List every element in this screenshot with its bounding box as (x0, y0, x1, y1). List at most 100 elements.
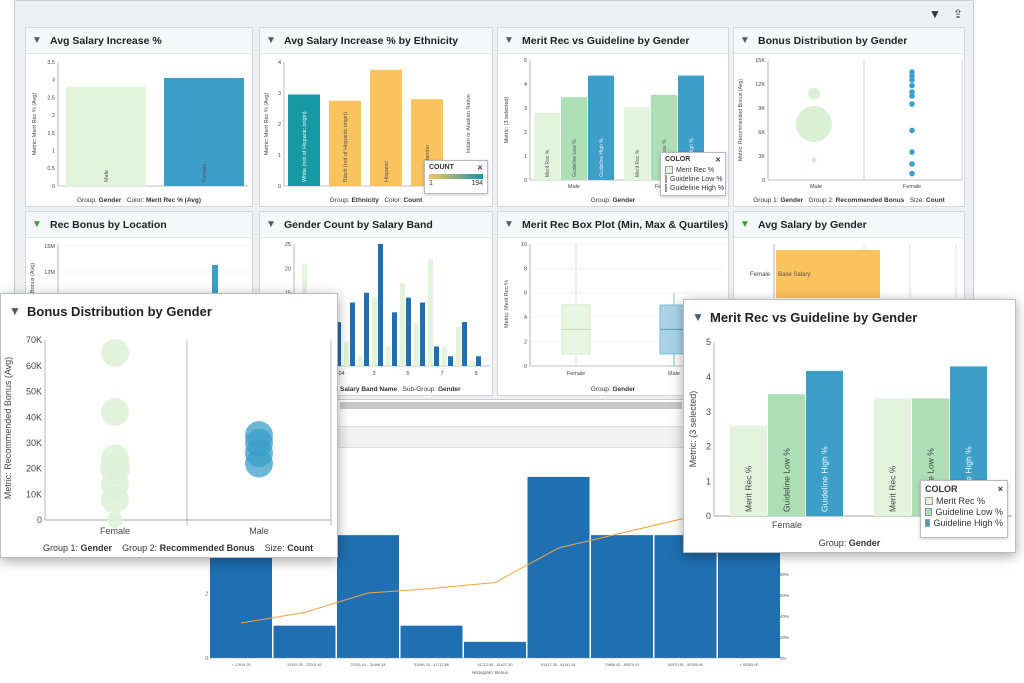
pareto-line (240, 502, 750, 624)
filter-icon[interactable]: ▼ (504, 35, 514, 46)
filter-info-icon[interactable]: ▼ (32, 219, 42, 230)
bar (212, 265, 218, 315)
y-tick-label: 1 (278, 153, 281, 159)
y-tick-label: 3 (278, 91, 281, 97)
legend-item[interactable]: Merit Rec % (665, 166, 721, 174)
legend-item[interactable]: Guideline Low % (925, 507, 1003, 517)
bubble (909, 127, 915, 134)
chart-footer: Group: Gender Color: Merit Rec % (Avg) (76, 197, 202, 204)
bar (442, 346, 447, 366)
count-gradient (429, 174, 483, 179)
y-tick-label: 6K (758, 130, 765, 136)
x-tick-label: Male (668, 371, 680, 377)
y-tick-label: 3 (52, 78, 55, 84)
count-legend[interactable]: COUNT ✕ 1 194 (424, 160, 488, 194)
bar (370, 69, 402, 186)
panel-title: ▼ Bonus Distribution by Gender (734, 28, 964, 54)
y-tick-label: 9K (758, 106, 765, 112)
bar-label: Male (104, 170, 110, 182)
bar-label: Guideline Low % (572, 139, 578, 177)
y-tick-label: 0 (37, 515, 42, 525)
bubble (796, 106, 832, 142)
chart-area: Female Base Salary (734, 238, 964, 395)
bar (718, 535, 780, 658)
popup-bonus-distribution[interactable]: ▼ Bonus Distribution by Gender 0 10K 20K 30K… (0, 293, 338, 558)
bar-label: Guideline Low % (926, 448, 936, 512)
legend-item[interactable]: Guideline High % (665, 184, 724, 192)
filter-icon[interactable]: ▼ (692, 310, 704, 324)
bubble (909, 73, 915, 79)
x-tick-label: 9 (474, 371, 477, 377)
y2-tick-label: 60% (780, 593, 789, 598)
x-tick-label: 12919.29 - 22201.61 (287, 663, 322, 667)
bar-label: Merit Rec % (545, 149, 551, 177)
color-legend[interactable]: COLOR × Merit Rec % Guideline Low % Guide… (920, 480, 1008, 538)
color-legend[interactable]: COLOR ✕ Merit Rec % Guideline Low % Guide… (660, 152, 726, 196)
export-icon[interactable]: ⇪ (952, 7, 963, 21)
chart-footer: Group: Gender (590, 386, 636, 393)
bubble (909, 170, 915, 177)
bar (350, 302, 355, 366)
y2-tick-label: 80% (780, 572, 789, 577)
panel-salary-by-ethnicity[interactable]: ▼ Avg Salary Increase % by Ethnicity 0 1 2 3… (259, 27, 493, 207)
panel-bonus-distribution[interactable]: ▼ Bonus Distribution by Gender 0 3K 6K 9K 12K… (733, 27, 965, 207)
panel-avg-salary-increase[interactable]: ▼ Avg Salary Increase % 0 0.5 1 1.5 2 2.5 3 3.5 M… (25, 27, 253, 207)
bar (66, 86, 146, 186)
panel-merit-vs-guideline[interactable]: ▼ Merit Rec vs Guideline by Gender 0 1 2 3 4 5… (497, 27, 729, 207)
bar (337, 535, 399, 658)
bar (406, 297, 411, 366)
close-icon[interactable]: ✕ (477, 165, 483, 172)
bar (527, 476, 590, 658)
filter-icon[interactable]: ▼ (9, 304, 21, 318)
y-tick-label: 4 (524, 82, 527, 88)
y-tick-label: 6 (524, 291, 527, 297)
bar (624, 106, 650, 180)
bar (358, 356, 363, 366)
horizontal-scrollbar[interactable] (340, 402, 682, 409)
x-tick-label: 80570.91 - 90285.90 (668, 663, 703, 667)
y-tick-label: 30K (26, 438, 42, 448)
panel-title: ▼ Merit Rec vs Guideline by Gender (498, 28, 728, 54)
legend-item[interactable]: Guideline High % (925, 518, 1003, 528)
close-icon[interactable]: ✕ (715, 157, 721, 164)
bubble (909, 82, 915, 89)
y-tick-label: 10K (26, 489, 42, 499)
bar (428, 258, 433, 366)
chart-footer: Group: Gender (590, 197, 636, 204)
bar (434, 346, 439, 366)
panel-title: ▼ Avg Salary by Gender (734, 212, 964, 238)
bar-label: Guideline High % (599, 138, 605, 177)
legend-item[interactable]: Guideline Low % (665, 175, 723, 183)
bar (462, 322, 467, 366)
chart-footer: Salary Band Name Sub-Group: Gender (340, 386, 461, 393)
bar (874, 398, 911, 516)
y-tick-label: 0 (205, 656, 208, 662)
filter-icon[interactable]: ▼ (740, 35, 750, 46)
filter-info-icon[interactable]: ▼ (740, 219, 750, 230)
filter-icon[interactable]: ▼ (504, 219, 514, 230)
y-tick-label: 1 (524, 154, 527, 160)
x-tick-label: Female (772, 520, 802, 530)
bar (654, 535, 717, 658)
y-tick-label: 1.5 (47, 131, 55, 137)
y-tick-label: 3K (758, 154, 765, 160)
popup-title: ▼ Merit Rec vs Guideline by Gender (684, 300, 1015, 334)
y-tick-label: 4 (524, 315, 527, 321)
y-tick-label: 15M (44, 244, 55, 250)
x-axis-label: Histogram: Bonus (472, 670, 509, 675)
popup-merit-vs-guideline[interactable]: ▼ Merit Rec vs Guideline by Gender 0 1 2 3 4 5… (683, 299, 1016, 553)
filter-icon[interactable]: ▼ (929, 7, 941, 21)
bar-label: Indian or Alaskan Native (466, 94, 472, 153)
x-tick-label: Male (568, 184, 580, 190)
y-tick-label: 10 (521, 242, 527, 248)
legend-item[interactable]: Merit Rec % (925, 496, 1003, 506)
bar-label: Female (202, 164, 208, 182)
filter-icon[interactable]: ▼ (266, 219, 276, 230)
x-tick-label: 7 (440, 371, 443, 377)
close-icon[interactable]: × (997, 484, 1003, 494)
bar (288, 94, 320, 186)
filter-icon[interactable]: ▼ (32, 35, 42, 46)
filter-icon[interactable]: ▼ (266, 35, 276, 46)
y-tick-label: 1 (52, 148, 55, 154)
